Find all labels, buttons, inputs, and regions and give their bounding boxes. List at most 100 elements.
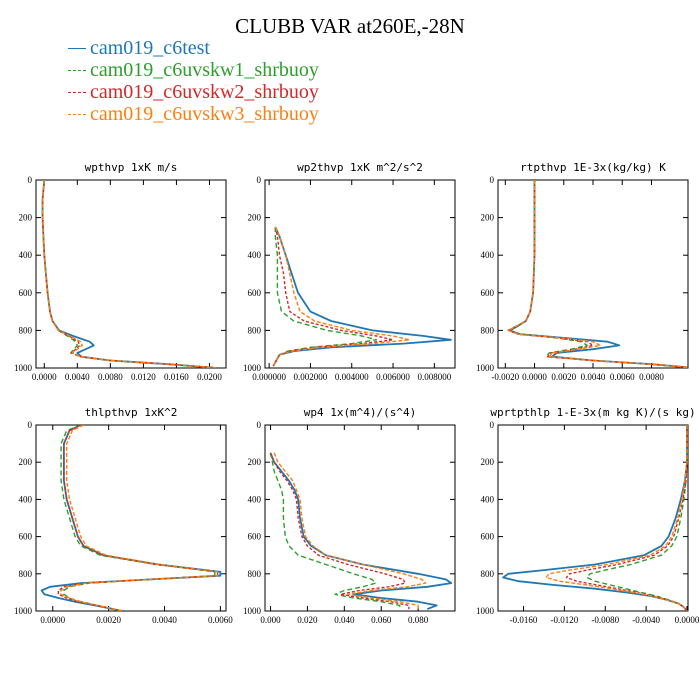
series-line-wpthvp-3 xyxy=(41,180,218,368)
panel-title-wp4: wp4 1x(m^4)/(s^4) xyxy=(304,406,417,419)
y-tick-label-wp2thvp-200: 200 xyxy=(248,213,262,223)
series-line-wprtpthlp-4 xyxy=(545,425,688,611)
y-tick-label-wpthvp-600: 600 xyxy=(19,288,33,298)
x-tick-label-wpthvp-3: 0.0120 xyxy=(131,372,156,382)
legend-swatch-c6test xyxy=(68,48,86,49)
panel-title-thlpthvp: thlpthvp 1xK^2 xyxy=(85,406,178,419)
panel-wprtpthlp: wprtpthlp 1-E-3x(m kg K)/(s kg)0 200 400 60… xyxy=(476,406,700,625)
x-tick-label-wp4-4: 0.080 xyxy=(408,615,429,625)
y-tick-label-wp2thvp-0: 0 xyxy=(257,175,262,185)
panel-thlpthvp: thlpthvp 1xK^2 0 200 400 600 800 1000 0.0000 0.0… xyxy=(14,406,233,625)
y-tick-label-wp2thvp-1000: 1000 xyxy=(243,363,262,373)
legend-swatch-uvskw3 xyxy=(68,114,86,115)
y-tick-label-rtpthvp-200: 200 xyxy=(481,213,495,223)
y-tick-label-wp4-0: 0 xyxy=(257,420,262,430)
x-tick-label-wp2thvp-3: 0.006000 xyxy=(376,372,410,382)
series-line-wp2thvp-1 xyxy=(272,226,452,367)
legend-label-uvskw3: cam019_c6uvskw3_shrbuoy xyxy=(90,103,319,125)
x-tick-label-rtpthvp-5: 0.0080 xyxy=(639,372,664,382)
x-tick-label-thlpthvp-0: 0.0000 xyxy=(40,615,65,625)
series-line-wprtpthlp-1 xyxy=(502,425,688,611)
y-tick-label-wp2thvp-600: 600 xyxy=(248,288,262,298)
x-tick-label-wpthvp-1: 0.0040 xyxy=(65,372,90,382)
x-tick-label-wp4-1: 0.020 xyxy=(297,615,318,625)
x-tick-label-wpthvp-4: 0.0160 xyxy=(164,372,189,382)
x-tick-label-thlpthvp-3: 0.0060 xyxy=(208,615,233,625)
y-tick-label-wp2thvp-400: 400 xyxy=(248,250,262,260)
series-line-wp4-1 xyxy=(269,452,453,610)
y-tick-label-wp4-400: 400 xyxy=(248,494,262,504)
y-tick-label-wprtpthlp-1000: 1000 xyxy=(476,606,495,616)
x-tick-label-thlpthvp-1: 0.0020 xyxy=(96,615,121,625)
panel-rtpthvp: rtpthvp 1E-3x(kg/kg) K 0 200 400 600 800 1000-… xyxy=(476,161,689,382)
x-tick-label-wprtpthlp-2: -0.0080 xyxy=(591,615,619,625)
plot-frame-wp4 xyxy=(264,424,456,612)
panel-title-wp2thvp: wp2thvp 1xK m^2/s^2 xyxy=(297,161,423,174)
legend-swatch-uvskw1 xyxy=(68,70,86,71)
x-tick-label-wp4-2: 0.040 xyxy=(334,615,355,625)
x-tick-label-wpthvp-2: 0.0080 xyxy=(98,372,123,382)
x-tick-label-wprtpthlp-0: -0.0160 xyxy=(510,615,538,625)
y-tick-label-wprtpthlp-200: 200 xyxy=(481,457,495,467)
y-tick-label-wp4-200: 200 xyxy=(248,457,262,467)
series-line-wpthvp-4 xyxy=(41,180,218,368)
y-tick-label-rtpthvp-1000: 1000 xyxy=(476,363,495,373)
series-line-wprtpthlp-3 xyxy=(565,425,688,611)
y-tick-label-wprtpthlp-0: 0 xyxy=(490,420,495,430)
x-tick-label-wp2thvp-1: 0.002000 xyxy=(294,372,328,382)
y-tick-label-wp4-600: 600 xyxy=(248,532,262,542)
y-tick-label-thlpthvp-800: 800 xyxy=(19,569,33,579)
series-line-rtpthvp-2 xyxy=(507,180,688,368)
x-tick-label-rtpthvp-4: 0.0060 xyxy=(610,372,635,382)
series-line-wp2thvp-4 xyxy=(272,226,411,367)
series-line-thlpthvp-3 xyxy=(57,425,219,611)
plot-frame-wpthvp xyxy=(35,179,227,369)
series-line-rtpthvp-4 xyxy=(507,180,688,368)
y-tick-label-wpthvp-400: 400 xyxy=(19,250,33,260)
x-tick-label-wprtpthlp-4: 0.0000 xyxy=(675,615,700,625)
y-tick-label-wp4-1000: 1000 xyxy=(243,606,262,616)
x-tick-label-wpthvp-0: 0.0000 xyxy=(32,372,57,382)
legend-swatch-uvskw2 xyxy=(68,92,86,93)
series-line-thlpthvp-4 xyxy=(60,425,219,611)
series-line-wp4-3 xyxy=(269,452,410,610)
x-tick-label-wpthvp-5: 0.0200 xyxy=(197,372,222,382)
series-line-wpthvp-2 xyxy=(41,180,218,368)
x-tick-label-rtpthvp-1: 0.0000 xyxy=(522,372,547,382)
plot-frame-wp2thvp xyxy=(264,179,456,369)
y-tick-label-rtpthvp-0: 0 xyxy=(490,175,495,185)
y-tick-label-wp2thvp-800: 800 xyxy=(248,325,262,335)
y-tick-label-thlpthvp-200: 200 xyxy=(19,457,33,467)
y-tick-label-thlpthvp-1000: 1000 xyxy=(14,606,33,616)
x-tick-label-wp4-3: 0.060 xyxy=(371,615,392,625)
y-tick-label-wpthvp-200: 200 xyxy=(19,213,33,223)
x-tick-label-wprtpthlp-1: -0.0120 xyxy=(551,615,579,625)
x-tick-label-thlpthvp-2: 0.0040 xyxy=(152,615,177,625)
y-tick-label-rtpthvp-600: 600 xyxy=(481,288,495,298)
series-line-rtpthvp-3 xyxy=(507,180,688,368)
x-tick-label-wp2thvp-4: 0.008000 xyxy=(417,372,451,382)
y-tick-label-wp4-800: 800 xyxy=(248,569,262,579)
y-tick-label-rtpthvp-800: 800 xyxy=(481,325,495,335)
panel-title-wprtpthlp: wprtpthlp 1-E-3x(m kg K)/(s kg) xyxy=(490,406,695,419)
series-line-wpthvp-1 xyxy=(41,180,218,368)
series-line-wp2thvp-3 xyxy=(272,226,394,367)
y-tick-label-wpthvp-1000: 1000 xyxy=(14,363,33,373)
series-line-wp4-4 xyxy=(273,452,427,610)
series-line-wprtpthlp-2 xyxy=(586,425,688,611)
x-tick-label-wp2thvp-2: 0.004000 xyxy=(335,372,369,382)
plot-frame-wprtpthlp xyxy=(497,424,689,612)
panel-title-wpthvp: wpthvp 1xK m/s xyxy=(85,161,178,174)
figure-title: CLUBB VAR at260E,-28N xyxy=(235,14,465,38)
series-line-wp2thvp-2 xyxy=(272,227,378,367)
series-line-wp4-2 xyxy=(269,452,401,610)
y-tick-label-thlpthvp-400: 400 xyxy=(19,494,33,504)
legend-label-c6test: cam019_c6test xyxy=(90,37,210,59)
x-tick-label-rtpthvp-3: 0.0040 xyxy=(581,372,606,382)
y-tick-label-rtpthvp-400: 400 xyxy=(481,250,495,260)
y-tick-label-wprtpthlp-400: 400 xyxy=(481,494,495,504)
y-tick-label-wpthvp-0: 0 xyxy=(28,175,33,185)
